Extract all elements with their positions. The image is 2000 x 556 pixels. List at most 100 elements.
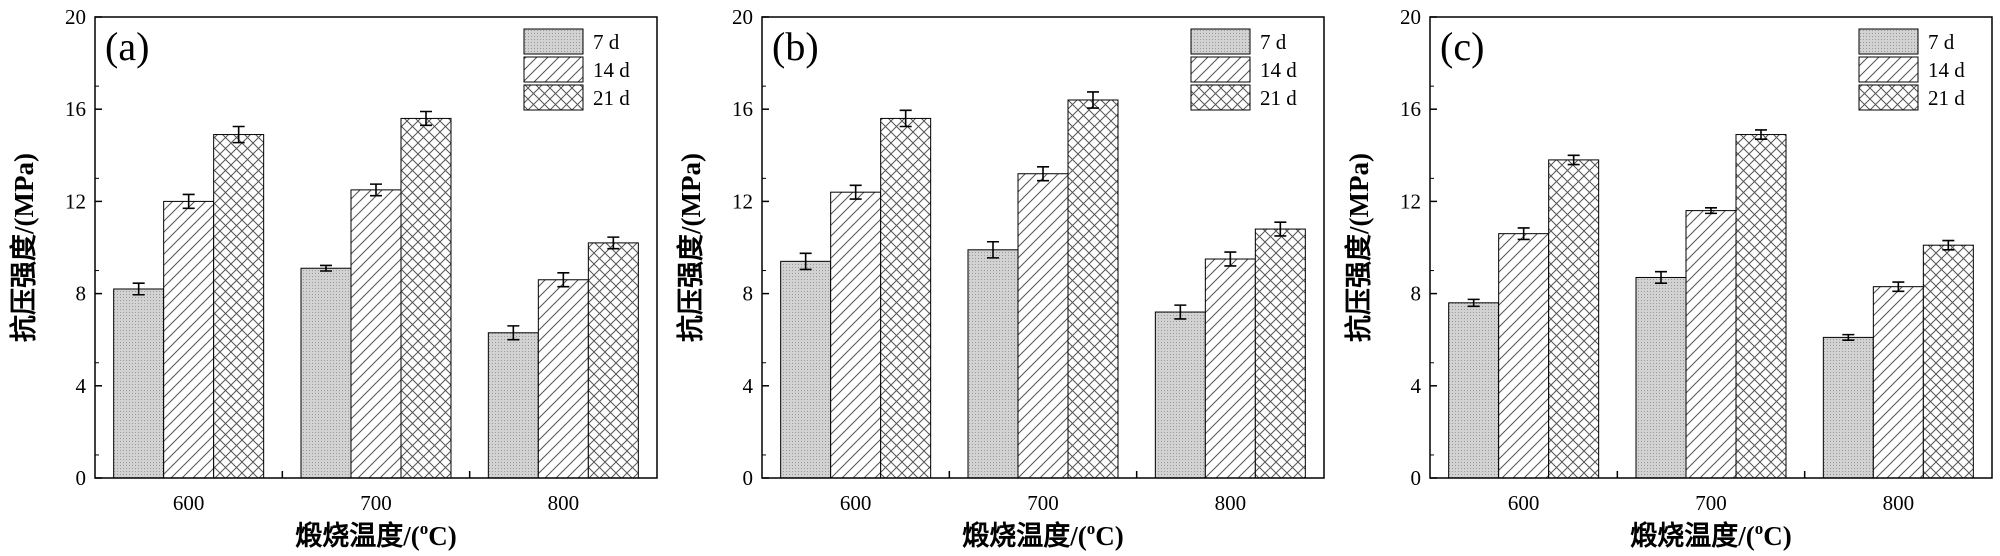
legend-label-21d: 21 d [1260,86,1297,110]
x-tick-label: 700 [1695,491,1727,515]
legend-swatch-14d [523,56,584,83]
x-axis-label: 煅烧温度/(oC) [295,519,457,551]
y-tick-label: 0 [76,466,87,490]
y-axis-label: 抗压强度/(MPa) [675,153,706,342]
y-tick-label: 16 [65,97,86,121]
plot-frame [761,16,1325,479]
error-bar-14d-800 [557,272,570,288]
bar-7d-800 [1822,336,1874,479]
legend-swatch-21d [1190,84,1251,111]
y-tick-label: 12 [65,189,86,213]
error-bar-21d-600 [899,109,912,128]
bar-21d-800 [1254,228,1306,479]
x-tick-label: 800 [1215,491,1247,515]
y-tick-label: 12 [1400,189,1421,213]
error-bar-7d-700 [1655,270,1667,285]
error-bar-7d-800 [507,325,520,341]
y-tick-label: 8 [1411,282,1422,306]
x-tick-label: 700 [360,491,392,515]
y-tick-label: 0 [743,466,754,490]
bar-14d-600 [163,200,215,479]
bar-14d-800 [537,279,589,479]
y-tick-label: 4 [743,374,754,398]
plot-frame [94,16,658,479]
x-tick-label: 800 [548,491,580,515]
x-axis-label-text: 煅烧温度/( [1630,520,1755,551]
legend: 7 d 14 d 21 d [523,28,630,111]
x-axis-label-degree: o [1755,519,1764,538]
legend-swatch-14d [1858,56,1919,83]
y-tick-label: 16 [732,97,753,121]
bar-21d-800 [587,242,639,479]
bar-21d-700 [400,117,452,479]
x-tick-label: 700 [1027,491,1059,515]
bar-21d-600 [213,134,265,479]
x-axis-label: 煅烧温度/(oC) [962,519,1124,551]
y-tick-label: 8 [743,282,754,306]
x-tick-label: 600 [1508,491,1540,515]
bar-21d-700 [1067,99,1119,479]
bar-14d-700 [1017,173,1069,479]
legend: 7 d 14 d 21 d [1190,28,1297,111]
bar-7d-700 [967,249,1019,479]
error-bar-21d-700 [420,110,432,127]
bar-14d-600 [1498,233,1550,479]
error-bar-21d-700 [1087,91,1099,109]
plot-frame [1429,16,1993,479]
y-axis-label: 抗压强度/(MPa) [1343,153,1374,342]
error-bar-14d-800 [1892,281,1905,293]
bar-7d-600 [113,288,165,479]
error-bar-14d-600 [1517,227,1530,241]
legend-swatch-7d [1190,28,1251,55]
error-bar-7d-800 [1174,304,1187,320]
bar-7d-600 [1448,302,1500,479]
y-tick-label: 12 [732,189,753,213]
bar-7d-800 [487,332,539,479]
y-tick-label: 0 [1411,466,1422,490]
legend-label-7d: 7 d [593,30,620,54]
error-bar-21d-800 [607,236,620,250]
y-tick-label: 20 [65,5,86,29]
x-tick-label: 600 [840,491,872,515]
bar-21d-600 [1548,159,1600,479]
legend-label-7d: 7 d [1928,30,1955,54]
bar-7d-700 [300,267,352,479]
error-bar-21d-600 [1567,154,1580,166]
x-axis-label-degree: o [420,519,429,538]
bar-21d-800 [1922,244,1974,479]
panel-label: (a) [105,24,149,69]
panel-label: (b) [772,24,819,69]
x-axis-label-degree: o [1087,519,1096,538]
error-bar-21d-700 [1755,129,1767,140]
bar-14d-700 [1685,210,1737,479]
x-axis-label-text: 煅烧温度/( [962,520,1087,551]
error-bar-7d-600 [132,282,145,296]
x-tick-label: 600 [173,491,205,515]
legend-swatch-7d [1858,28,1919,55]
error-bar-14d-800 [1224,251,1237,267]
legend-swatch-21d [523,84,584,111]
bar-7d-600 [780,260,832,479]
x-axis-label-unit: C) [1763,521,1792,551]
chart-panel-1: 0 4 8 12 16 20 600 700 800 煅烧温度/(oC) 抗压强度/(MPa) (a)… [8,5,658,551]
x-axis-label-unit: C) [1095,521,1124,551]
legend-swatch-7d [523,28,584,55]
error-bar-14d-700 [1705,207,1717,215]
chart-panel-2: 0 4 8 12 16 20 600 700 800 煅烧温度/(oC) 抗压强度/(MPa) (b)… [675,5,1325,551]
bar-14d-800 [1204,258,1256,479]
legend-label-14d: 14 d [1928,58,1965,82]
y-tick-label: 20 [1400,5,1421,29]
legend-swatch-21d [1858,84,1919,111]
x-axis-label: 煅烧温度/(oC) [1630,519,1792,551]
x-axis-label-text: 煅烧温度/( [295,520,420,551]
error-bar-7d-700 [320,264,332,272]
legend-label-14d: 14 d [593,58,630,82]
panel-label: (c) [1440,24,1484,69]
bar-7d-800 [1154,311,1206,479]
y-tick-label: 20 [732,5,753,29]
bar-7d-700 [1635,276,1687,479]
error-bar-14d-700 [1037,166,1049,182]
bar-14d-600 [830,191,882,479]
x-axis-label-unit: C) [428,521,457,551]
